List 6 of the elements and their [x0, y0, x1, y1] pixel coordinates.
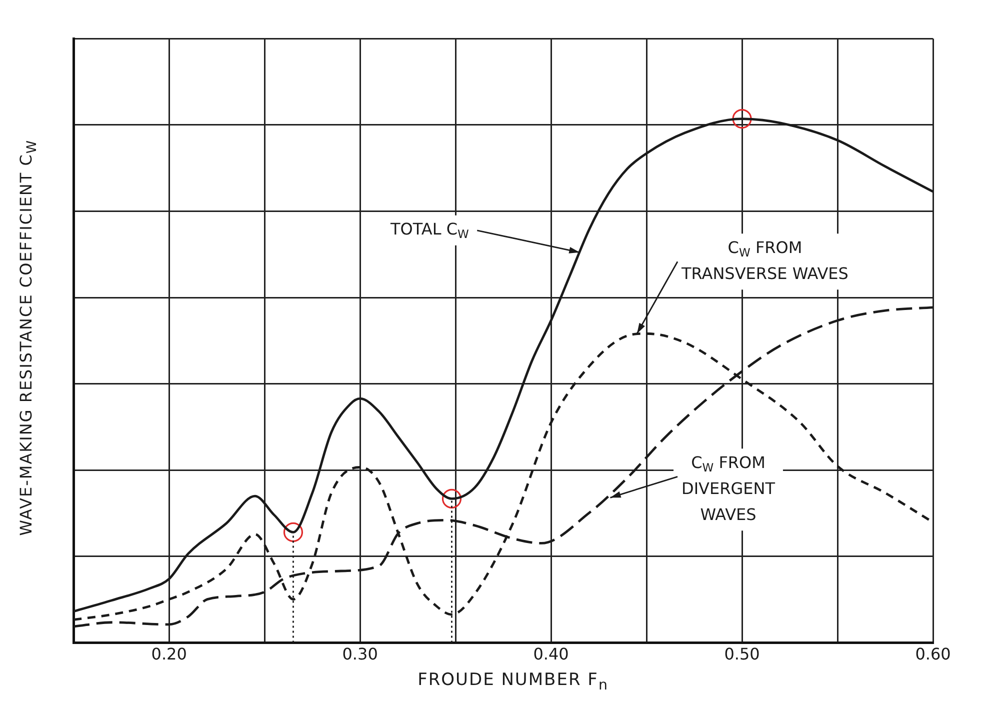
x-tick-label: 0.40 — [533, 644, 569, 664]
x-tick-label: 0.50 — [724, 644, 760, 664]
x-tick-label: 0.60 — [915, 644, 951, 664]
x-tick-label: 0.30 — [342, 644, 378, 664]
x-axis-title: FROUDE NUMBER F$_{n}$ — [416, 670, 610, 694]
x-tick-label: 0.20 — [151, 644, 187, 664]
